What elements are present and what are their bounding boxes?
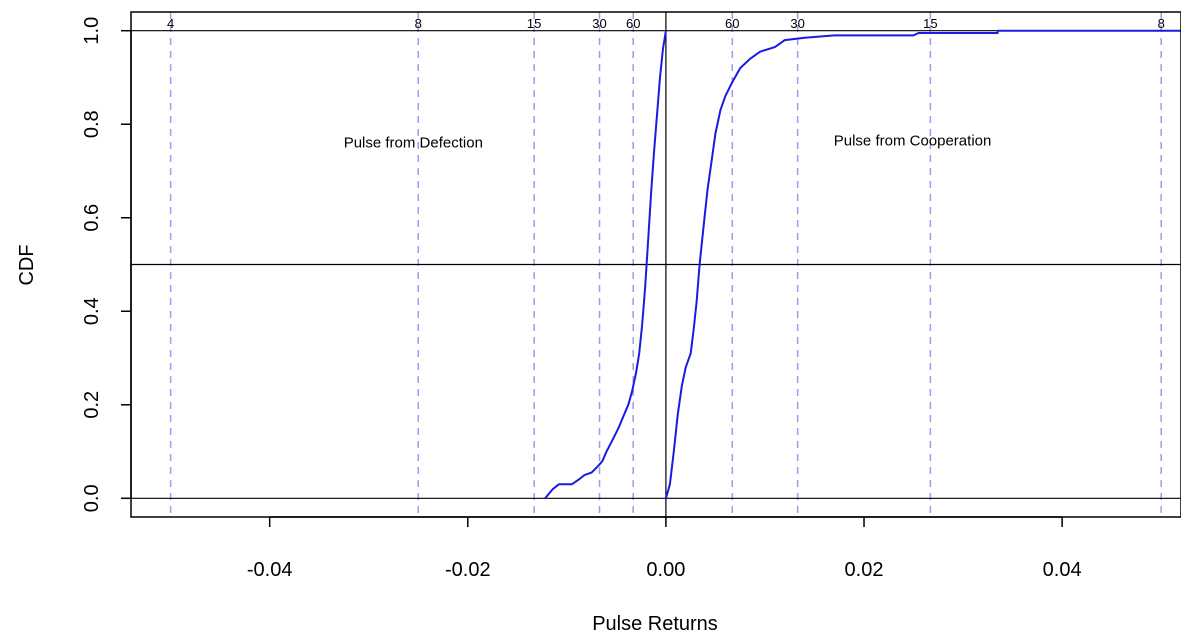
- x-tick-label: -0.02: [445, 559, 491, 581]
- annotation-label: Pulse from Defection: [344, 135, 483, 152]
- cdf-series: [544, 29, 1181, 499]
- x-axis-title: Pulse Returns: [592, 613, 718, 635]
- annotations: Pulse from Defection Pulse from Cooperati…: [344, 132, 992, 151]
- period-label: 8: [1158, 16, 1165, 31]
- period-label: 30: [790, 16, 804, 31]
- cdf-line-1: [544, 30, 667, 499]
- annotation-label: Pulse from Cooperation: [834, 132, 992, 149]
- period-label: 15: [527, 16, 541, 31]
- period-labels: 4 8 15 30 60 60 30 15 8: [167, 16, 1165, 31]
- period-label: 8: [415, 16, 422, 31]
- x-tick-label: 0.04: [1043, 559, 1082, 581]
- x-axis: -0.04 -0.02 0.00 0.02 0.04: [247, 516, 1082, 581]
- period-label: 4: [167, 16, 174, 31]
- period-label: 60: [626, 16, 640, 31]
- cdf-line-2: [664, 29, 1181, 499]
- y-tick-label: 1.0: [81, 17, 103, 45]
- y-axis: 0.0 0.2 0.4 0.6 0.8 1.0: [81, 17, 132, 512]
- period-label: 15: [923, 16, 937, 31]
- reference-lines: [131, 12, 1181, 517]
- y-axis-title: CDF: [16, 244, 38, 285]
- y-tick-label: 0.6: [81, 204, 103, 232]
- y-tick-label: 0.0: [81, 484, 103, 512]
- x-tick-label: -0.04: [247, 559, 293, 581]
- x-tick-label: 0.00: [646, 559, 685, 581]
- y-tick-label: 0.8: [81, 110, 103, 138]
- y-tick-label: 0.2: [81, 391, 103, 419]
- period-label: 30: [592, 16, 606, 31]
- y-tick-label: 0.4: [81, 297, 103, 325]
- period-label: 60: [725, 16, 739, 31]
- x-tick-label: 0.02: [845, 559, 884, 581]
